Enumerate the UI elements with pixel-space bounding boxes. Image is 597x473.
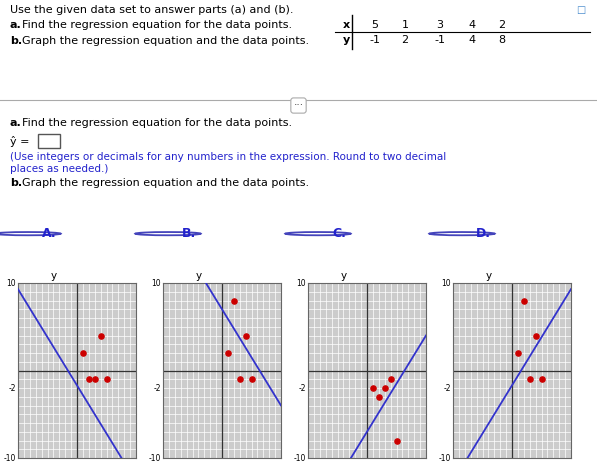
Point <box>235 376 245 383</box>
Text: 8: 8 <box>498 35 506 45</box>
Text: B.: B. <box>182 227 196 240</box>
Text: y: y <box>195 271 201 281</box>
Text: 10: 10 <box>7 279 16 288</box>
Text: Use the given data set to answer parts (a) and (b).: Use the given data set to answer parts (… <box>10 5 294 15</box>
Text: a.: a. <box>10 20 21 30</box>
Point <box>241 332 250 339</box>
Text: 2: 2 <box>498 20 506 30</box>
Text: D.: D. <box>476 227 491 240</box>
Text: 10: 10 <box>152 279 161 288</box>
Text: -2: -2 <box>9 384 16 393</box>
Text: -10: -10 <box>4 454 16 463</box>
Point <box>531 332 540 339</box>
Text: (Use integers or decimals for any numbers in the expression. Round to two decima: (Use integers or decimals for any number… <box>10 152 446 162</box>
Point <box>229 297 239 304</box>
Point <box>519 297 528 304</box>
Point <box>513 349 523 357</box>
Point <box>96 332 106 339</box>
Text: -10: -10 <box>149 454 161 463</box>
Text: a.: a. <box>10 117 21 128</box>
Text: Find the regression equation for the data points.: Find the regression equation for the dat… <box>22 117 292 128</box>
Point <box>78 349 88 357</box>
Text: C.: C. <box>332 227 346 240</box>
Point <box>392 437 401 444</box>
Text: -1: -1 <box>370 35 380 45</box>
FancyBboxPatch shape <box>38 133 60 148</box>
Text: ŷ =: ŷ = <box>10 136 29 147</box>
Point <box>386 376 395 383</box>
Text: -10: -10 <box>439 454 451 463</box>
Text: -2: -2 <box>154 384 161 393</box>
Point <box>525 376 534 383</box>
Text: -2: -2 <box>298 384 306 393</box>
Point <box>368 384 378 392</box>
Text: y: y <box>485 271 491 281</box>
Text: 10: 10 <box>442 279 451 288</box>
Point <box>90 376 100 383</box>
Text: ···: ··· <box>294 101 303 111</box>
Text: -1: -1 <box>435 35 445 45</box>
Text: □: □ <box>576 5 585 15</box>
Text: Graph the regression equation and the data points.: Graph the regression equation and the da… <box>22 178 309 188</box>
Text: 5: 5 <box>371 20 378 30</box>
Text: -10: -10 <box>294 454 306 463</box>
Text: 4: 4 <box>469 35 476 45</box>
Text: y: y <box>50 271 57 281</box>
Text: Find the regression equation for the data points.: Find the regression equation for the dat… <box>22 20 292 30</box>
Point <box>537 376 546 383</box>
Text: y: y <box>343 35 350 45</box>
Text: b.: b. <box>10 178 22 188</box>
Text: 4: 4 <box>469 20 476 30</box>
Point <box>101 376 111 383</box>
Point <box>247 376 256 383</box>
Text: -2: -2 <box>444 384 451 393</box>
Text: 1: 1 <box>402 20 408 30</box>
Text: 2: 2 <box>401 35 408 45</box>
Text: b.: b. <box>10 36 22 46</box>
Point <box>374 393 384 401</box>
Text: 10: 10 <box>297 279 306 288</box>
Text: A.: A. <box>42 227 57 240</box>
Text: x: x <box>343 20 350 30</box>
Point <box>380 384 389 392</box>
Text: 3: 3 <box>436 20 444 30</box>
Point <box>223 349 233 357</box>
Point <box>84 376 94 383</box>
Text: places as needed.): places as needed.) <box>10 164 109 174</box>
Text: y: y <box>340 271 346 281</box>
Text: Graph the regression equation and the data points.: Graph the regression equation and the da… <box>22 36 309 46</box>
